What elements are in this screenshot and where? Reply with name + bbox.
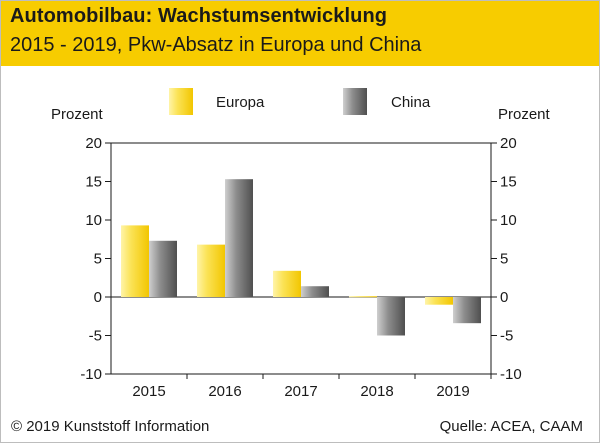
y-tick-label-right: 5 — [500, 251, 508, 268]
header-bar: Automobilbau: Wachstumsentwicklung 2015 … — [1, 1, 599, 66]
bar-china — [149, 240, 177, 297]
y-tick-label-right: 0 — [500, 289, 508, 306]
chart-title: Automobilbau: Wachstumsentwicklung — [10, 5, 388, 27]
bar-europa — [425, 297, 453, 305]
bar-europa — [197, 244, 225, 297]
legend-swatch-europa — [169, 88, 193, 115]
bar-china — [225, 179, 253, 297]
y-tick-label-left: 15 — [85, 174, 102, 191]
y-tick-label-right: 20 — [500, 135, 517, 152]
bar-europa — [121, 225, 149, 297]
y-tick-label-left: 0 — [94, 289, 102, 306]
x-tick-label: 2015 — [132, 383, 165, 400]
y-axis-unit-left: Prozent — [51, 106, 104, 123]
bar-china — [453, 297, 481, 324]
bar-europa — [349, 296, 377, 298]
copyright-note: © 2019 Kunststoff Information — [11, 418, 210, 435]
y-tick-label-right: -5 — [500, 328, 513, 345]
y-tick-label-right: 10 — [500, 212, 517, 229]
x-tick-label: 2018 — [360, 383, 393, 400]
y-tick-label-right: -10 — [500, 366, 522, 383]
y-tick-label-left: 20 — [85, 135, 102, 152]
y-tick-label-left: 10 — [85, 212, 102, 229]
legend-label-china: China — [391, 94, 431, 111]
bar-europa — [273, 270, 301, 297]
source-note: Quelle: ACEA, CAAM — [439, 418, 583, 435]
bar-china — [377, 297, 405, 336]
x-tick-label: 2019 — [436, 383, 469, 400]
y-axis-unit-right: Prozent — [498, 106, 551, 123]
legend: Europa China — [169, 88, 431, 115]
chart-subtitle: 2015 - 2019, Pkw-Absatz in Europa und Ch… — [10, 34, 422, 56]
y-tick-label-left: -5 — [89, 328, 102, 345]
x-tick-label: 2016 — [208, 383, 241, 400]
y-tick-label-left: -10 — [80, 366, 102, 383]
y-tick-label-right: 15 — [500, 174, 517, 191]
y-tick-label-left: 5 — [94, 251, 102, 268]
bar-china — [301, 286, 329, 297]
legend-label-europa: Europa — [216, 94, 265, 111]
bars — [121, 179, 481, 336]
x-tick-label: 2017 — [284, 383, 317, 400]
legend-swatch-china — [343, 88, 367, 115]
